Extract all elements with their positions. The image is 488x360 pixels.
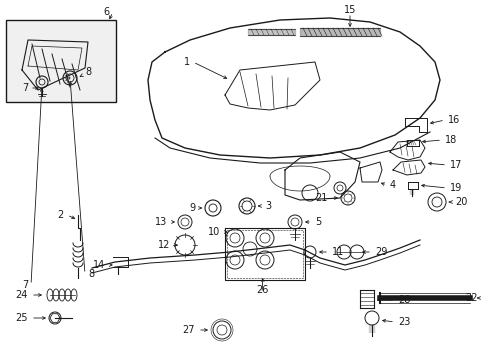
Text: 7: 7 xyxy=(21,83,28,93)
Text: 29: 29 xyxy=(374,247,386,257)
Text: 22: 22 xyxy=(465,293,477,303)
Text: 28: 28 xyxy=(397,295,409,305)
Text: 1: 1 xyxy=(183,57,190,67)
Text: 15: 15 xyxy=(343,5,355,15)
Text: 26: 26 xyxy=(255,285,267,295)
Text: 21: 21 xyxy=(315,193,327,203)
Text: 8: 8 xyxy=(85,67,91,77)
Text: 9: 9 xyxy=(188,203,195,213)
Text: 14: 14 xyxy=(93,260,105,270)
Text: 8: 8 xyxy=(88,269,94,279)
Text: 4: 4 xyxy=(389,180,395,190)
Text: 19: 19 xyxy=(449,183,461,193)
Text: 23: 23 xyxy=(397,317,409,327)
Bar xyxy=(6,20,116,102)
Text: 17: 17 xyxy=(449,160,462,170)
Text: 5: 5 xyxy=(314,217,321,227)
Text: 10: 10 xyxy=(207,227,220,237)
Text: 27: 27 xyxy=(182,325,195,335)
Text: 11: 11 xyxy=(331,247,344,257)
Text: 3: 3 xyxy=(264,201,270,211)
Text: 25: 25 xyxy=(16,313,28,323)
Text: 7: 7 xyxy=(21,280,28,290)
Text: 24: 24 xyxy=(16,290,28,300)
Text: 6: 6 xyxy=(103,7,110,17)
Text: 20: 20 xyxy=(454,197,467,207)
Text: 13: 13 xyxy=(154,217,167,227)
Text: 12: 12 xyxy=(157,240,170,250)
Text: 2: 2 xyxy=(58,210,64,220)
Text: 16: 16 xyxy=(447,115,459,125)
Text: 18: 18 xyxy=(444,135,456,145)
